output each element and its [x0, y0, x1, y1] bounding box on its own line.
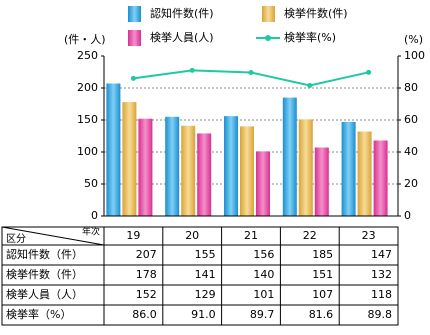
table-cell: 141	[195, 268, 216, 281]
line-marker	[130, 75, 136, 81]
bar	[122, 102, 137, 216]
table-cell: 101	[253, 288, 274, 301]
table-row-label: 検挙件数（件）	[6, 267, 83, 281]
legend-label: 認知件数(件)	[150, 6, 214, 20]
bar	[224, 116, 238, 216]
y-tick-label: 150	[77, 113, 98, 126]
y2-tick-label: 100	[404, 49, 425, 62]
table-diagonal	[1, 226, 105, 246]
legend-label: 検挙件数(件)	[284, 6, 348, 20]
x-tick-label: 22	[303, 229, 317, 242]
y-axis-label: (件・人)	[64, 33, 106, 46]
bar	[106, 83, 121, 217]
table-row-label: 認知件数（件）	[6, 247, 83, 261]
line-marker	[307, 82, 313, 88]
table-corner: 区分	[6, 233, 26, 245]
table-cell: 89.7	[250, 308, 275, 321]
legend-label: 検挙人員(人)	[150, 30, 214, 44]
legend-swatch	[262, 6, 275, 22]
table-cell: 86.0	[132, 308, 157, 321]
line-marker	[366, 69, 372, 75]
y2-tick-label: 0	[404, 209, 411, 222]
y-tick-label: 0	[91, 209, 98, 222]
table-cell: 81.6	[309, 308, 334, 321]
y-tick-label: 250	[77, 49, 98, 62]
bar	[314, 147, 329, 216]
table-cell: 178	[136, 268, 157, 281]
legend-swatch	[265, 35, 271, 41]
bar	[373, 140, 388, 216]
table-cell: 118	[371, 288, 392, 301]
table-cell: 129	[195, 288, 216, 301]
x-tick-label: 20	[185, 229, 199, 242]
y2-tick-label: 40	[404, 145, 418, 158]
bar	[165, 116, 180, 216]
x-tick-label: 23	[362, 229, 376, 242]
bar	[138, 118, 153, 216]
table-cell: 89.8	[368, 308, 393, 321]
y2-tick-label: 20	[404, 177, 418, 190]
table-cell: 147	[371, 248, 392, 261]
legend-label: 検挙率(%)	[284, 30, 336, 44]
bar	[240, 126, 254, 216]
table-cell: 91.0	[191, 308, 216, 321]
line-marker	[248, 69, 254, 75]
legend-swatch	[128, 6, 141, 22]
bar	[256, 151, 270, 216]
table-cell: 207	[136, 248, 157, 261]
y2-axis-label: (%)	[404, 33, 423, 46]
legend-swatch	[128, 30, 141, 46]
x-tick-label: 21	[244, 229, 258, 242]
table-cell: 185	[312, 248, 333, 261]
table-cell: 152	[136, 288, 157, 301]
table-cell: 155	[195, 248, 216, 261]
bar	[197, 133, 212, 216]
table-cell: 132	[371, 268, 392, 281]
bar	[282, 97, 297, 216]
line-marker	[189, 67, 195, 73]
table-row-label: 検挙人員（人）	[6, 287, 83, 301]
table-corner: 年次	[82, 226, 100, 238]
table-cell: 156	[253, 248, 274, 261]
y2-tick-label: 80	[404, 81, 418, 94]
table-row-label: 検挙率（%）	[6, 307, 71, 321]
table-cell: 140	[253, 268, 274, 281]
bar	[181, 125, 196, 216]
table-cell: 107	[312, 288, 333, 301]
table-cell: 151	[312, 268, 333, 281]
bar	[341, 121, 356, 216]
bar	[357, 131, 372, 216]
table-frame	[1, 226, 399, 326]
y-tick-label: 100	[77, 145, 98, 158]
bar	[298, 119, 313, 216]
y-tick-label: 200	[77, 81, 98, 94]
y2-tick-label: 60	[404, 113, 418, 126]
y-tick-label: 50	[84, 177, 98, 190]
x-tick-label: 19	[126, 229, 140, 242]
